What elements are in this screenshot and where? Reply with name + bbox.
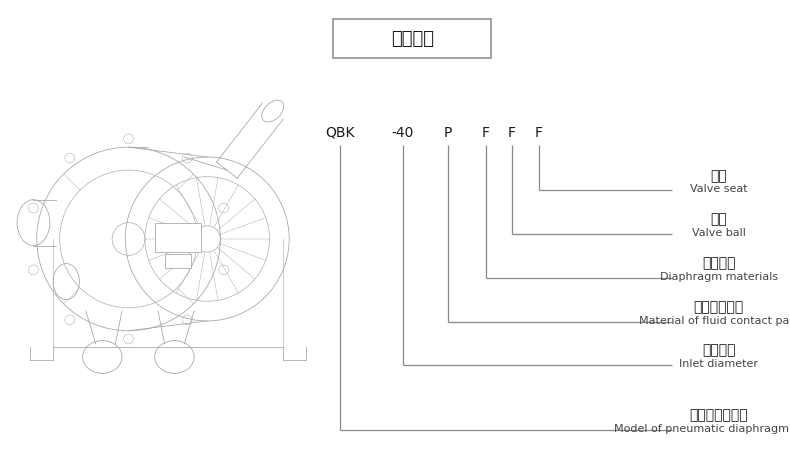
Text: -40: -40: [392, 126, 414, 140]
Text: Inlet diameter: Inlet diameter: [679, 359, 758, 369]
Text: Valve ball: Valve ball: [692, 228, 746, 238]
Text: Diaphragm materials: Diaphragm materials: [660, 272, 778, 282]
Text: Model of pneumatic diaphragm pump: Model of pneumatic diaphragm pump: [614, 424, 790, 434]
Text: F: F: [508, 126, 516, 140]
Text: 阀座: 阀座: [710, 169, 728, 183]
Text: F: F: [482, 126, 490, 140]
Bar: [164, 254, 191, 268]
Text: 阀球: 阀球: [710, 212, 728, 227]
Text: 进料口径: 进料口径: [702, 343, 735, 358]
Text: P: P: [444, 126, 452, 140]
Text: 气动隔膜泵型号: 气动隔膜泵型号: [690, 408, 748, 423]
Text: 隔膜材质: 隔膜材质: [702, 256, 735, 271]
Bar: [333, 19, 491, 58]
Bar: [155, 223, 201, 252]
Text: 过流部件材质: 过流部件材质: [694, 300, 744, 314]
Text: 型号说明: 型号说明: [391, 30, 434, 48]
Text: QBK: QBK: [325, 126, 355, 140]
Text: Valve seat: Valve seat: [690, 184, 747, 194]
Text: F: F: [535, 126, 543, 140]
Text: Material of fluid contact part: Material of fluid contact part: [639, 315, 790, 326]
